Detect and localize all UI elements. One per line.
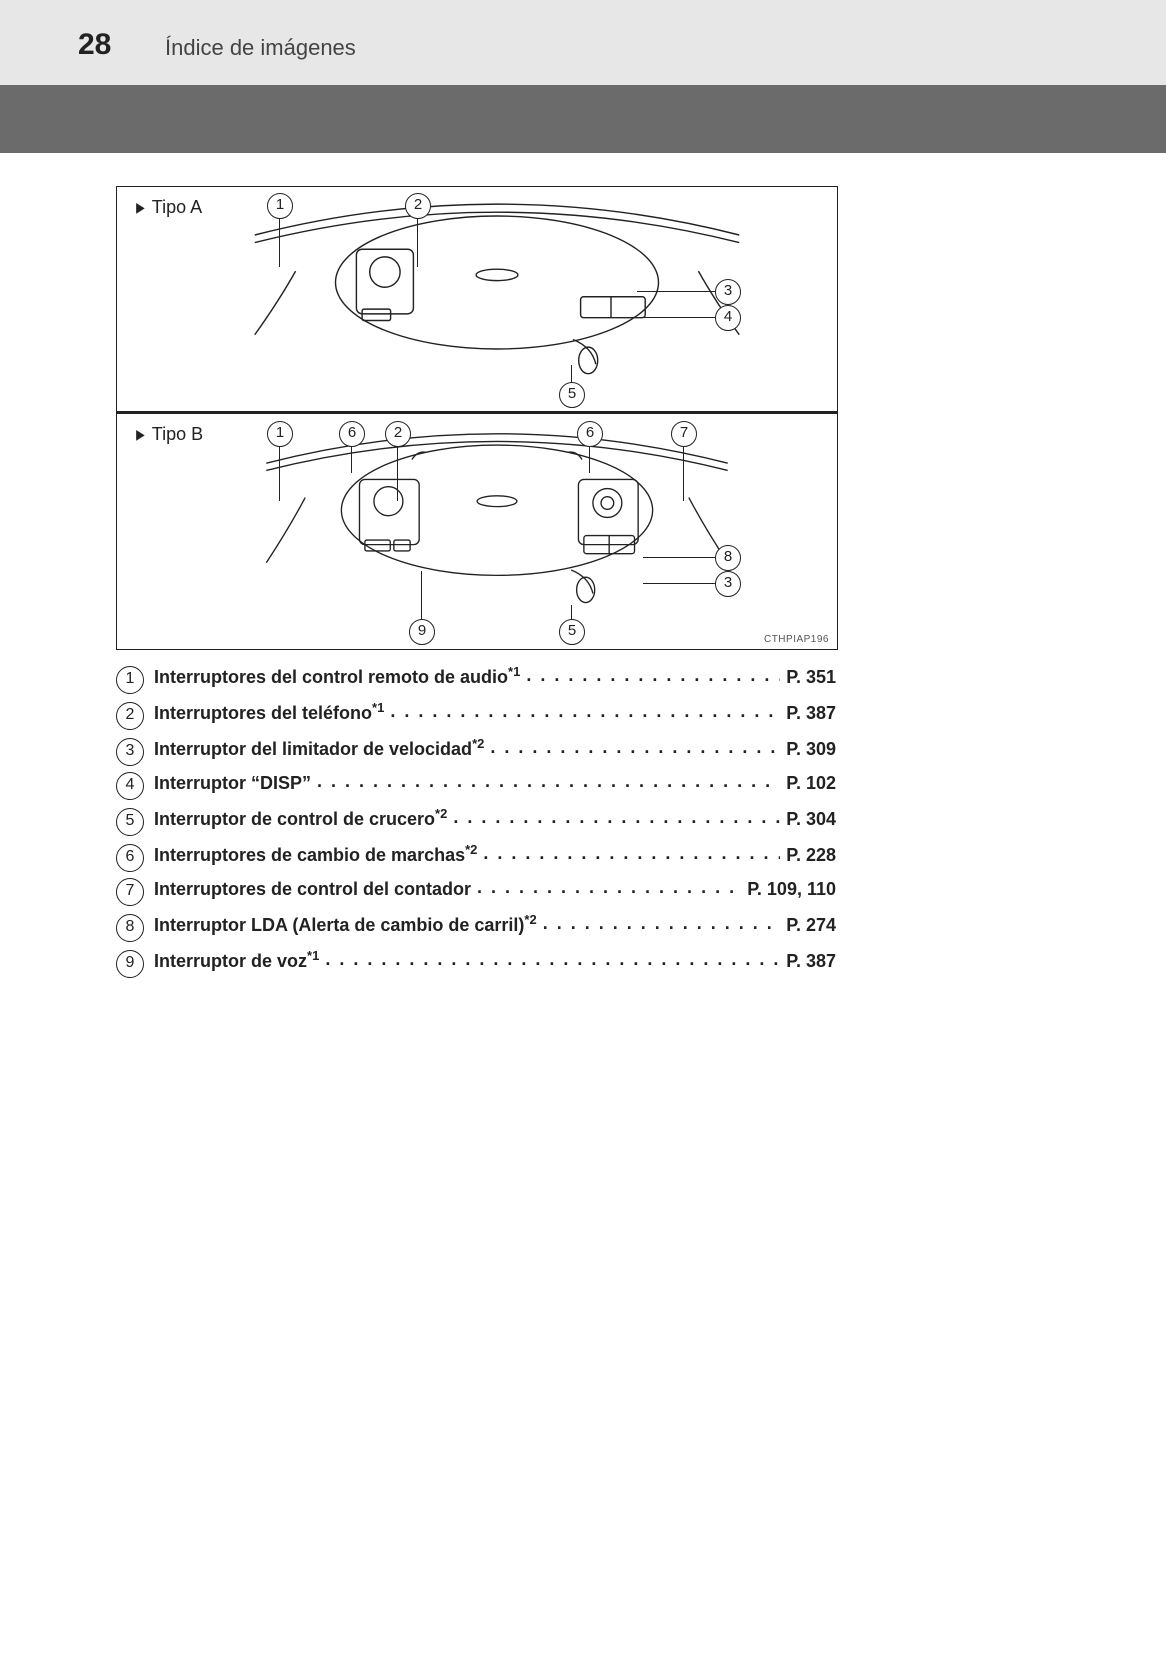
legend-note: *1 <box>307 948 319 963</box>
callout-b-1: 1 <box>267 421 293 447</box>
page-number: 28 <box>78 28 111 62</box>
triangle-icon: ▶ <box>136 426 145 443</box>
legend-note: *1 <box>372 700 384 715</box>
diagram-code: CTHPIAP196 <box>764 634 829 645</box>
leader-dots <box>477 877 741 898</box>
legend-number: 7 <box>116 878 144 906</box>
legend-number: 3 <box>116 738 144 766</box>
legend-row: 4 Interruptor “DISP” P. 102 <box>116 772 836 800</box>
legend-text: Interruptor de voz*1 <box>154 948 319 972</box>
tipo-a-label: ▶Tipo A <box>135 197 202 218</box>
legend-number: 9 <box>116 950 144 978</box>
header-band <box>0 85 1166 153</box>
callout-b-9: 9 <box>409 619 435 645</box>
legend-page: P. 304 <box>786 809 836 830</box>
callout-a-4: 4 <box>715 305 741 331</box>
legend-text: Interruptores de cambio de marchas*2 <box>154 842 477 866</box>
callout-b-8: 8 <box>715 545 741 571</box>
leader-dots <box>453 807 780 828</box>
legend-page: P. 387 <box>786 703 836 724</box>
legend-page: P. 351 <box>786 667 836 688</box>
legend-page: P. 387 <box>786 951 836 972</box>
diagram-divider <box>117 411 837 414</box>
legend-note: *2 <box>435 806 447 821</box>
steering-wheel-a <box>237 197 757 387</box>
legend-row: 1 Interruptores del control remoto de aud… <box>116 664 836 694</box>
steering-wheel-b <box>237 427 757 617</box>
leader-dots <box>317 771 780 792</box>
leader-dots <box>543 913 781 934</box>
callout-b-6a: 6 <box>339 421 365 447</box>
legend-row: 9 Interruptor de voz*1 P. 387 <box>116 948 836 978</box>
legend-row: 7 Interruptores de control del contador P.… <box>116 878 836 906</box>
legend-note: *2 <box>465 842 477 857</box>
legend-text: Interruptor de control de crucero*2 <box>154 806 447 830</box>
legend-note: *1 <box>508 664 520 679</box>
legend-note: *2 <box>472 736 484 751</box>
legend-list: 1 Interruptores del control remoto de aud… <box>116 658 836 984</box>
leader-dots <box>526 665 780 686</box>
legend-text: Interruptores de control del contador <box>154 879 471 900</box>
legend-page: P. 102 <box>786 773 836 794</box>
legend-text: Interruptores del teléfono*1 <box>154 700 384 724</box>
legend-text: Interruptor LDA (Alerta de cambio de car… <box>154 912 537 936</box>
leader-dots <box>490 737 780 758</box>
callout-a-1: 1 <box>267 193 293 219</box>
legend-row: 8 Interruptor LDA (Alerta de cambio de ca… <box>116 912 836 942</box>
legend-text: Interruptores del control remoto de audi… <box>154 664 520 688</box>
manual-page: 28 Índice de imágenes ▶Tipo A <box>0 0 1166 1654</box>
callout-a-2: 2 <box>405 193 431 219</box>
legend-row: 2 Interruptores del teléfono*1 P. 387 <box>116 700 836 730</box>
tipo-b-label: ▶Tipo B <box>135 424 203 445</box>
callout-a-5: 5 <box>559 382 585 408</box>
legend-page: P. 274 <box>786 915 836 936</box>
triangle-icon: ▶ <box>136 199 145 216</box>
callout-a-3: 3 <box>715 279 741 305</box>
legend-note: *2 <box>524 912 536 927</box>
callout-b-3: 3 <box>715 571 741 597</box>
diagram-box: ▶Tipo A <box>116 186 838 650</box>
legend-text: Interruptor del limitador de velocidad*2 <box>154 736 484 760</box>
legend-text: Interruptor “DISP” <box>154 773 311 794</box>
legend-page: P. 109, 110 <box>747 879 836 900</box>
legend-page: P. 309 <box>786 739 836 760</box>
section-title: Índice de imágenes <box>165 35 356 61</box>
legend-page: P. 228 <box>786 845 836 866</box>
legend-number: 1 <box>116 666 144 694</box>
legend-number: 6 <box>116 844 144 872</box>
legend-number: 4 <box>116 772 144 800</box>
legend-row: 6 Interruptores de cambio de marchas*2 P. … <box>116 842 836 872</box>
leader-dots <box>483 843 780 864</box>
callout-b-2: 2 <box>385 421 411 447</box>
legend-row: 3 Interruptor del limitador de velocidad*… <box>116 736 836 766</box>
legend-number: 2 <box>116 702 144 730</box>
leader-dots <box>390 701 780 722</box>
leader-dots <box>325 949 780 970</box>
legend-number: 8 <box>116 914 144 942</box>
callout-b-5: 5 <box>559 619 585 645</box>
callout-b-6b: 6 <box>577 421 603 447</box>
legend-number: 5 <box>116 808 144 836</box>
legend-row: 5 Interruptor de control de crucero*2 P. 3… <box>116 806 836 836</box>
callout-b-7: 7 <box>671 421 697 447</box>
